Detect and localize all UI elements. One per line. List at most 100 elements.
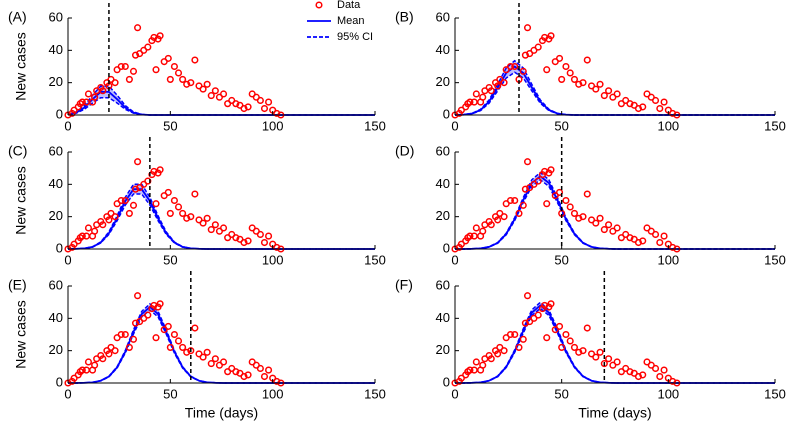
panel: (A) New cases 0 20 40 60 0 50 100 150 Data Mean 95% … [8, 0, 386, 133]
data-point [566, 337, 574, 345]
panel-label: (C) [8, 143, 27, 159]
data-point [639, 237, 647, 245]
data-point [134, 158, 142, 166]
data-point [457, 106, 465, 114]
data-point [547, 300, 555, 308]
panel: (D) 0 20 40 60 0 50 100 150 [395, 137, 786, 267]
data-point [596, 80, 604, 88]
data-point [91, 227, 99, 235]
data-point [587, 350, 596, 358]
data-point [117, 196, 125, 205]
data-point [156, 32, 164, 40]
data-point [111, 79, 119, 87]
x-tick-label: 0 [64, 386, 71, 401]
data-point [174, 69, 183, 77]
data-point [551, 192, 559, 200]
data-point [240, 104, 248, 113]
data-point [219, 224, 228, 232]
data-point [144, 177, 152, 185]
x-tick-label: 0 [64, 252, 71, 267]
x-tick-label: 150 [364, 252, 386, 267]
data-point [583, 190, 591, 198]
data-point [526, 50, 534, 58]
data-point [496, 209, 504, 217]
data-point [219, 358, 228, 366]
data-point [555, 54, 564, 62]
data-point [526, 318, 534, 326]
y-tick-label: 20 [49, 74, 63, 89]
data-point [179, 343, 187, 351]
data-point [129, 335, 138, 343]
data-point [199, 219, 207, 227]
data-point [596, 214, 604, 222]
x-tick-label: 50 [163, 386, 177, 401]
y-tick-label: 60 [49, 143, 63, 158]
data-point [500, 347, 508, 355]
data-point [479, 361, 487, 369]
data-point [150, 33, 158, 41]
data-point [466, 98, 474, 106]
data-point [179, 75, 187, 83]
data-point [265, 366, 273, 374]
y-axis-label: New cases [13, 300, 29, 368]
y-tick-label: 40 [49, 42, 63, 57]
data-point [174, 337, 183, 345]
data-point [207, 92, 215, 100]
data-point [519, 201, 527, 209]
data-point [219, 90, 228, 98]
data-point [511, 330, 519, 339]
data-point [570, 343, 579, 351]
data-point [131, 185, 140, 193]
data-point [647, 361, 655, 369]
data-point [211, 355, 219, 363]
legend-label: Mean [337, 15, 365, 27]
data-point [596, 348, 604, 356]
x-tick-label: 0 [451, 118, 458, 133]
data-point [191, 324, 199, 332]
ci-lower-line [455, 178, 775, 250]
data-point [191, 190, 199, 198]
x-tick-label: 0 [64, 118, 71, 133]
data-point [91, 361, 99, 369]
data-point [639, 103, 647, 111]
x-tick-label: 50 [554, 252, 568, 267]
data-point [506, 196, 515, 205]
ci-upper-line [67, 183, 375, 250]
data-point [622, 96, 630, 104]
data-point [78, 232, 86, 240]
x-tick-label: 100 [262, 386, 284, 401]
data-point [273, 243, 281, 251]
x-tick-label: 150 [364, 386, 386, 401]
data-point [164, 54, 172, 62]
data-point [566, 203, 574, 211]
x-tick-label: 100 [657, 252, 679, 267]
data-point [600, 226, 608, 234]
data-point [502, 334, 510, 342]
x-tick-label: 100 [262, 252, 284, 267]
data-point [622, 230, 630, 238]
data-point [487, 221, 495, 229]
data-point [156, 300, 164, 308]
x-tick-label: 100 [262, 118, 284, 133]
data-point [562, 196, 570, 205]
data-point [260, 238, 269, 247]
data-point [479, 93, 487, 101]
data-point [260, 372, 269, 381]
data-point [105, 216, 113, 224]
data-point [494, 82, 502, 90]
data-point [630, 101, 638, 109]
panel: (C) New cases 0 20 40 60 0 50 100 150 [8, 137, 386, 267]
data-point [164, 188, 172, 196]
data-point [622, 364, 630, 373]
data-point [144, 311, 152, 319]
data-point [166, 75, 174, 83]
data-point [643, 358, 651, 366]
data-point [134, 292, 142, 300]
data-point [265, 232, 273, 240]
x-tick-label: 150 [764, 386, 786, 401]
data-point [481, 87, 489, 95]
data-point [125, 75, 133, 83]
data-point [651, 364, 660, 373]
data-point [265, 98, 273, 106]
data-point [156, 166, 164, 174]
